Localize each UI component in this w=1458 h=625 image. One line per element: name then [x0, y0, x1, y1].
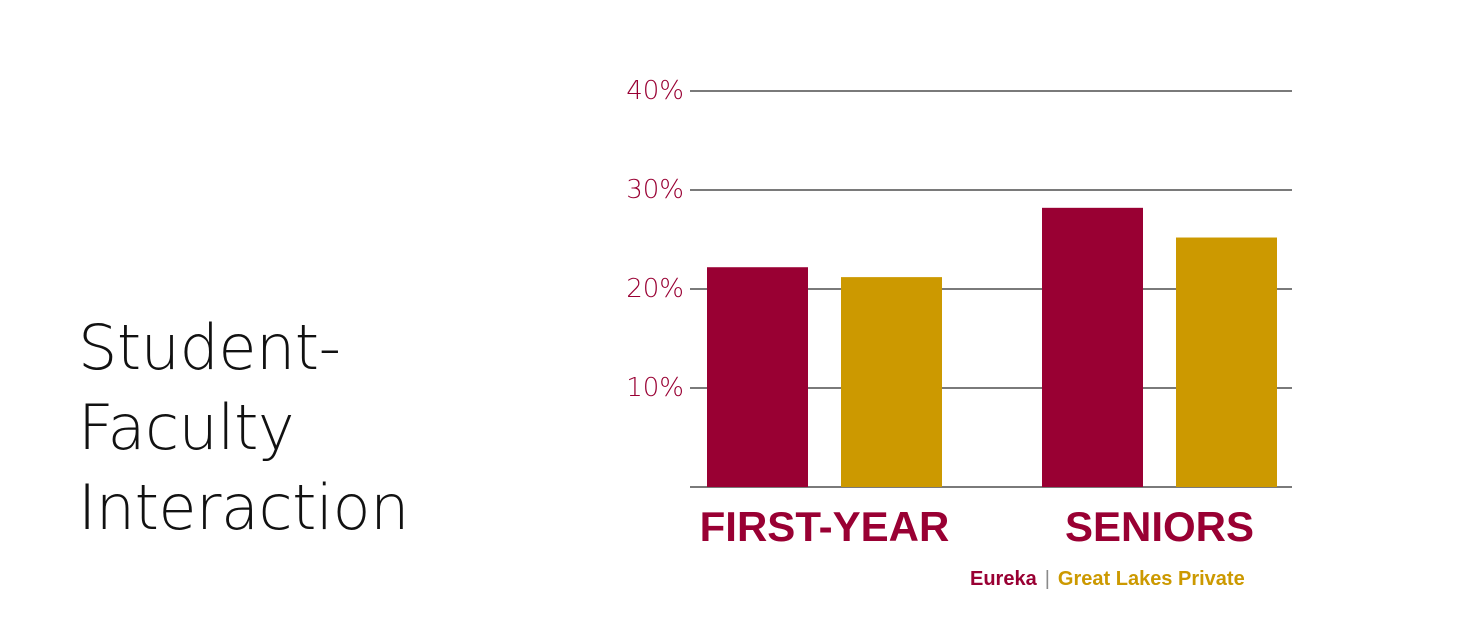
- bar-great-lakes-private-first-year: [841, 277, 942, 487]
- title-line-2: Faculty: [78, 391, 295, 464]
- category-label: SENIORS: [1065, 503, 1254, 550]
- legend-glp: Great Lakes Private: [1057, 568, 1245, 590]
- bar-eureka-first-year: [707, 267, 808, 487]
- bar-eureka-seniors: [1042, 207, 1143, 487]
- page-title: Student- Faculty Interaction: [78, 308, 409, 548]
- y-tick-label: 10%: [626, 373, 684, 403]
- category-label: FIRST-YEAR: [700, 503, 950, 550]
- title-line-3: Interaction: [78, 471, 409, 544]
- title-line-1: Student-: [78, 311, 341, 384]
- legend-separator: |: [1044, 568, 1050, 590]
- y-tick-label: 30%: [626, 175, 684, 205]
- y-tick-label: 40%: [626, 76, 684, 106]
- legend-eureka: Eureka: [970, 568, 1037, 590]
- y-tick-label: 20%: [626, 274, 684, 304]
- bar-great-lakes-private-seniors: [1176, 237, 1277, 487]
- legend: Eureka | Great Lakes Private: [970, 568, 1245, 591]
